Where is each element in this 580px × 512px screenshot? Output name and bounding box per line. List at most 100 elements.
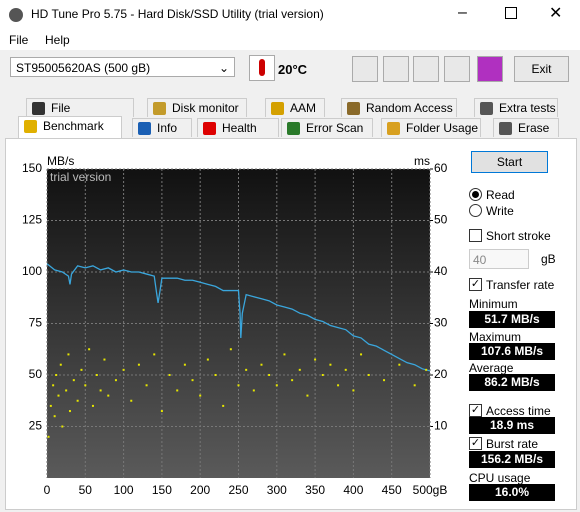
y-tick-label: 75 — [29, 316, 43, 330]
temperature: 20°C — [278, 62, 308, 77]
short-stroke-checkbox[interactable] — [469, 229, 482, 242]
tab[interactable]: Disk monitor — [147, 98, 247, 117]
short-stroke-label: Short stroke — [486, 229, 551, 243]
y-tick-label: 25 — [29, 419, 43, 433]
access-time-point — [65, 389, 68, 392]
access-time-point — [88, 348, 91, 351]
y2-tick-label: 60 — [434, 161, 448, 175]
check-mark: ✓ — [470, 278, 481, 290]
transfer-rate-label: Transfer rate — [486, 278, 555, 292]
burst-rate-checkbox[interactable]: ✓ — [469, 437, 482, 450]
access-time-value: 18.9 ms — [469, 417, 555, 434]
x-tick-label: 100 — [114, 483, 134, 497]
access-time-point — [91, 404, 94, 407]
minimize[interactable]: – — [458, 4, 467, 21]
start-button[interactable]: Start — [471, 151, 548, 173]
stroke-size-input[interactable]: 40 — [469, 249, 529, 269]
tab[interactable]: Random Access — [341, 98, 457, 117]
burst-rate-label: Burst rate — [486, 437, 539, 451]
y-tick-label: 100 — [22, 264, 42, 278]
tab-icon — [32, 102, 45, 115]
x-tick-label: 300 — [267, 483, 287, 497]
tab-icon — [153, 102, 166, 115]
access-time-point — [268, 374, 271, 376]
access-time-point — [61, 425, 64, 428]
tab[interactable]: Extra tests — [474, 98, 558, 117]
options-button[interactable] — [444, 56, 470, 82]
access-time-point — [314, 358, 317, 361]
x-tick-label: 450 — [382, 483, 402, 497]
minimum-label: Minimum — [469, 297, 518, 311]
maximum-label: Maximum — [469, 330, 522, 344]
y2-tick-label: 10 — [434, 419, 448, 433]
y2-tick-label: 40 — [434, 264, 448, 278]
access-time-point — [306, 394, 309, 397]
access-time-point — [130, 399, 133, 402]
access-time-point — [321, 374, 324, 376]
screenshot-button[interactable] — [413, 56, 439, 82]
access-time-point — [57, 394, 60, 397]
y-tick-label: 50 — [29, 367, 43, 381]
tab[interactable]: Folder Usage — [381, 118, 481, 137]
tab[interactable]: Erase — [493, 118, 559, 137]
check-mark: ✓ — [470, 437, 481, 449]
tab[interactable]: Error Scan — [281, 118, 373, 137]
maximize[interactable] — [505, 7, 517, 19]
check-mark: ✓ — [470, 404, 481, 416]
x-tick-label: 200 — [190, 483, 210, 497]
access-time-point — [114, 379, 117, 382]
tab-label: Erase — [518, 121, 550, 135]
maximum-value: 107.6 MB/s — [469, 343, 555, 360]
access-time-point — [222, 404, 225, 407]
menu-item[interactable]: File — [9, 33, 29, 47]
transfer-rate-checkbox[interactable]: ✓ — [469, 278, 482, 291]
exit-button[interactable]: Exit — [514, 56, 569, 82]
x-tick-label: 400 — [343, 483, 363, 497]
download-button[interactable] — [477, 56, 503, 82]
tab-label: Benchmark — [43, 119, 104, 133]
drive-select[interactable]: ST95005620AS (500 gB) ⌄ — [10, 57, 235, 77]
access-time-point — [183, 363, 186, 366]
write-radio[interactable] — [469, 204, 482, 217]
tab-label: Info — [157, 121, 178, 135]
access-time-point — [283, 353, 286, 356]
tab[interactable]: Info — [132, 118, 192, 137]
access-time-point — [68, 410, 71, 413]
access-time-point — [55, 374, 58, 376]
dropdown-arrow: ⌄ — [218, 61, 229, 75]
tab[interactable]: Benchmark — [18, 116, 122, 138]
transfer-rate-line — [46, 263, 431, 372]
access-time-point — [137, 363, 140, 366]
tab[interactable]: Health — [197, 118, 279, 137]
access-time-point — [298, 368, 301, 371]
access-time-point — [95, 374, 98, 376]
cpu-usage-value: 16.0% — [469, 484, 555, 501]
read-radio[interactable] — [469, 188, 482, 201]
tab-icon — [271, 102, 284, 115]
access-time-point — [383, 379, 386, 382]
copy-button[interactable] — [352, 56, 378, 82]
access-time-point — [49, 404, 52, 407]
tab-icon — [499, 122, 512, 135]
access-time-point — [168, 374, 171, 376]
average-value: 86.2 MB/s — [469, 374, 555, 391]
access-time-point — [84, 384, 87, 387]
x-tick-label: 250 — [228, 483, 248, 497]
access-time-point — [67, 353, 70, 356]
access-time-point — [99, 389, 102, 392]
access-time-point — [191, 379, 194, 382]
access-time-checkbox[interactable]: ✓ — [469, 404, 482, 417]
watermark: trial version — [50, 170, 111, 184]
tab-icon — [24, 120, 37, 133]
tab-icon — [387, 122, 400, 135]
close[interactable]: ✕ — [549, 5, 563, 22]
access-time-point — [237, 384, 240, 387]
y2-tick-label: 30 — [434, 316, 448, 330]
save-button[interactable] — [383, 56, 409, 82]
tab[interactable]: AAM — [265, 98, 325, 117]
y2-tick-label: 50 — [434, 213, 448, 227]
menu-item[interactable]: Help — [45, 33, 70, 47]
tab-label: Disk monitor — [172, 101, 239, 115]
